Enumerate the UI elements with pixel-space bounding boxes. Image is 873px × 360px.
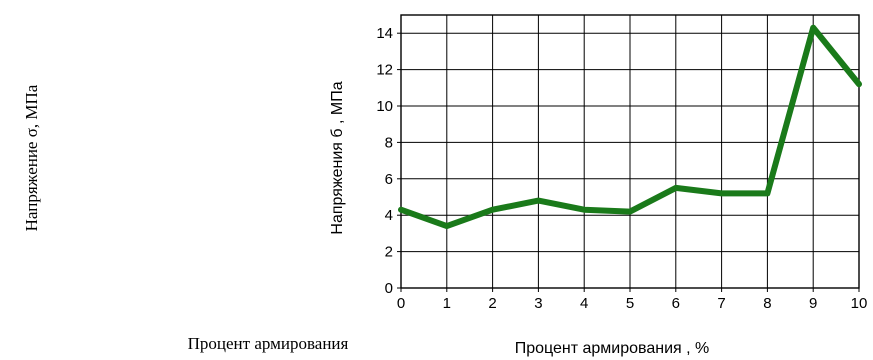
data-point [810,25,816,31]
y-tick-label: 10 [376,98,393,115]
data-point [673,185,679,191]
x-tick-label: 7 [717,295,725,312]
y-axis-label: Напряжения б , МПа [329,81,346,234]
data-point [581,207,587,213]
x-tick-label: 3 [534,295,542,312]
data-point [490,207,496,213]
x-tick-label: 6 [672,295,680,312]
y-tick-label: 8 [385,134,393,151]
x-tick-label: 9 [809,295,817,312]
outer-y-axis-label: Напряжение σ, МПа [22,84,41,231]
data-point [444,223,450,229]
y-tick-label: 0 [385,280,393,297]
x-axis-label: Процент армирования , % [515,340,710,357]
x-tick-label: 5 [626,295,634,312]
y-tick-label: 2 [385,244,393,261]
y-tick-label: 12 [376,62,393,79]
data-point [535,198,541,204]
x-tick-label: 4 [580,295,588,312]
x-tick-label: 1 [443,295,451,312]
outer-x-axis-label: Процент армирования [188,334,349,353]
data-point [627,209,633,215]
y-tick-label: 4 [385,207,393,224]
x-tick-label: 0 [397,295,405,312]
data-point [398,207,404,213]
data-point [764,190,770,196]
y-tick-label: 14 [376,25,393,42]
x-tick-label: 8 [763,295,771,312]
x-tick-label: 10 [851,295,868,312]
data-point [719,190,725,196]
y-tick-label: 6 [385,171,393,188]
x-tick-label: 2 [488,295,496,312]
data-point [856,81,862,87]
